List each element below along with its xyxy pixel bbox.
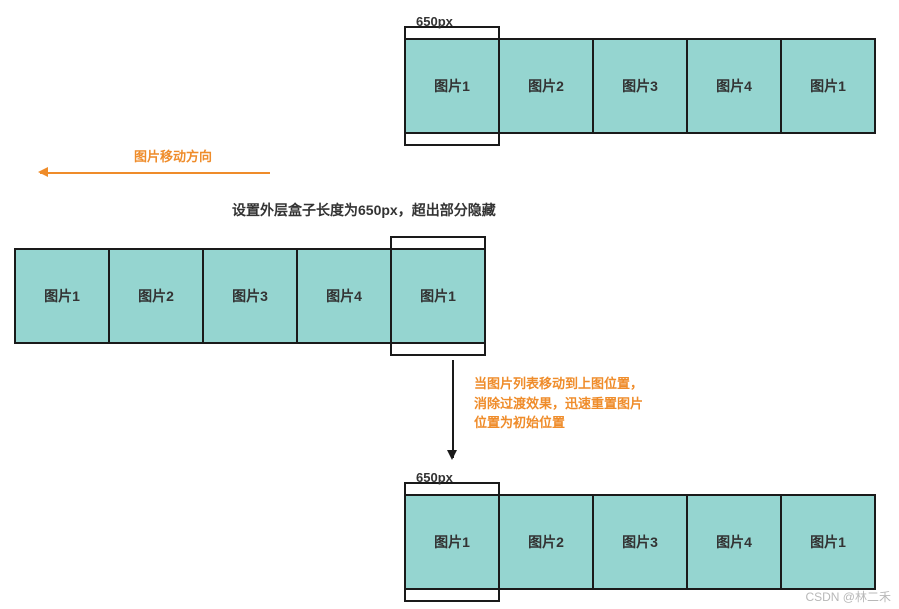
- image-box: 图片1: [14, 248, 110, 344]
- dimension-label-bottom: 650px: [416, 470, 453, 485]
- image-box: 图片1: [780, 38, 876, 134]
- reset-note: 当图片列表移动到上图位置，消除过渡效果，迅速重置图片位置为初始位置: [474, 374, 643, 433]
- reset-note-line: 位置为初始位置: [474, 413, 643, 433]
- image-box: 图片3: [592, 38, 688, 134]
- image-box: 图片3: [202, 248, 298, 344]
- dimension-label-top: 650px: [416, 14, 453, 29]
- image-box: 图片2: [498, 38, 594, 134]
- move-direction-label: 图片移动方向: [134, 146, 212, 165]
- image-box: 图片4: [686, 494, 782, 590]
- viewport-frame: [390, 236, 486, 356]
- image-box: 图片1: [780, 494, 876, 590]
- image-box: 图片4: [686, 38, 782, 134]
- caption-middle: 设置外层盒子长度为650px，超出部分隐藏: [232, 200, 496, 220]
- reset-note-line: 当图片列表移动到上图位置，: [474, 374, 643, 394]
- watermark: CSDN @林二禾: [805, 588, 891, 605]
- image-box: 图片4: [296, 248, 392, 344]
- image-box: 图片2: [498, 494, 594, 590]
- reset-note-line: 消除过渡效果，迅速重置图片: [474, 394, 643, 414]
- image-box: 图片2: [108, 248, 204, 344]
- image-box: 图片3: [592, 494, 688, 590]
- viewport-frame: [404, 482, 500, 602]
- viewport-frame: [404, 26, 500, 146]
